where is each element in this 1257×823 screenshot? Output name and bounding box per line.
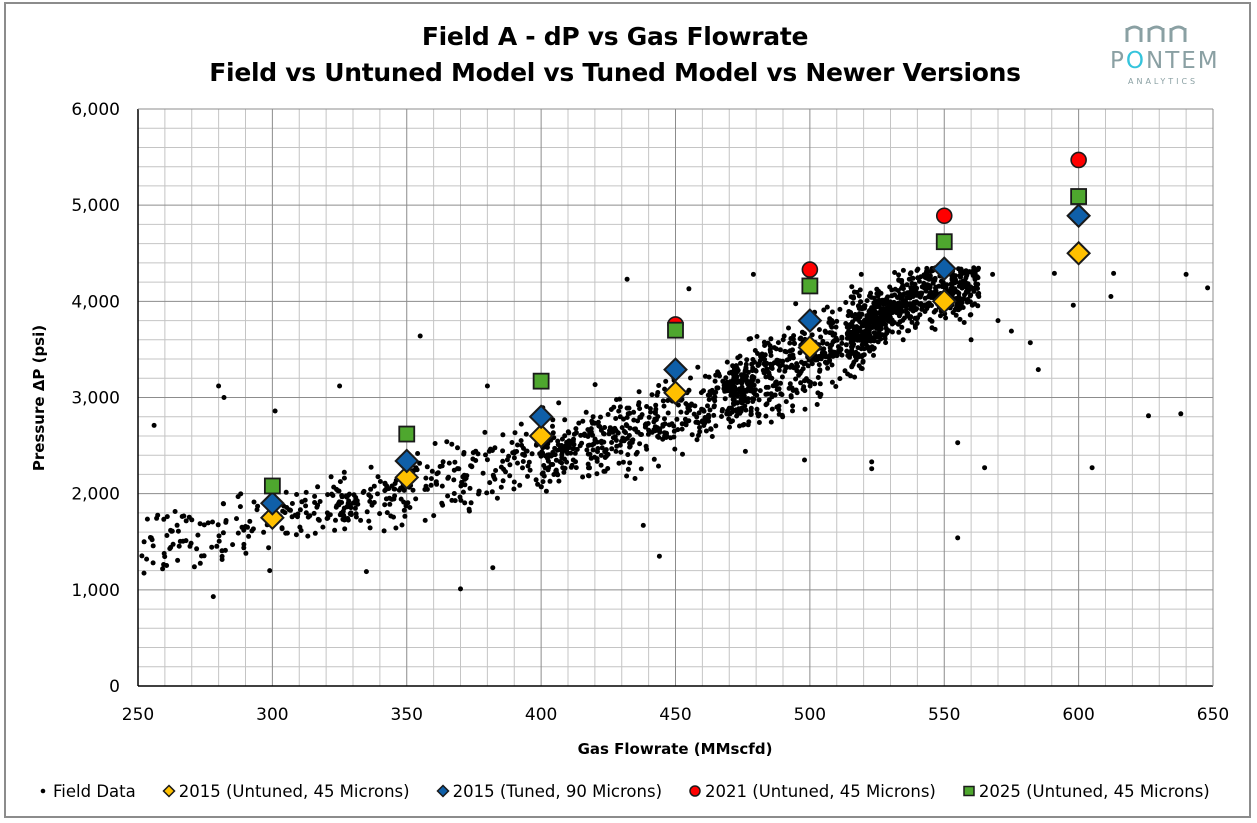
y-tick-label: 2,000 <box>71 485 120 505</box>
x-tick-label: 300 <box>256 705 288 725</box>
y-tick-label: 1,000 <box>71 581 120 601</box>
logo-arches-icon <box>1125 25 1187 42</box>
y-axis-title: Pressure ΔP (psi) <box>30 325 48 471</box>
x-tick-label: 550 <box>928 705 960 725</box>
x-axis-title: Gas Flowrate (MMscfd) <box>578 740 773 758</box>
legend-label: 2021 (Untuned, 45 Microns) <box>705 781 936 801</box>
x-axis-ticks: 250 300 350 400 450 500 550 600 650 <box>122 705 1229 725</box>
blue-diamond-icon <box>436 784 450 798</box>
y-tick-label: 3,000 <box>71 389 120 409</box>
x-tick-label: 600 <box>1062 705 1094 725</box>
logo-letter-o: O <box>1125 48 1146 74</box>
pontem-logo: PONTEM ANALYTICS <box>1098 22 1238 92</box>
logo-letter-p: P <box>1110 48 1126 74</box>
x-tick-label: 350 <box>391 705 423 725</box>
y-tick-label: 4,000 <box>71 292 120 312</box>
legend-item-field-data[interactable]: Field Data <box>36 782 136 801</box>
model-points <box>259 151 1092 531</box>
red-circle-icon <box>689 785 701 797</box>
y-tick-label: 6,000 <box>71 100 120 120</box>
x-tick-label: 450 <box>659 705 691 725</box>
x-tick-label: 400 <box>525 705 557 725</box>
logo-name: PONTEM <box>1110 48 1220 74</box>
legend: Field Data 2015 (Untuned, 45 Microns) 20… <box>36 779 1236 803</box>
legend-label: 2015 (Tuned, 90 Microns) <box>452 781 663 801</box>
green-square-icon <box>963 785 975 797</box>
legend-label: 2015 (Untuned, 45 Microns) <box>178 781 410 801</box>
x-tick-label: 500 <box>794 705 826 725</box>
y-tick-label: 0 <box>109 677 120 697</box>
legend-item-2025-untuned[interactable]: 2025 (Untuned, 45 Microns) <box>962 782 1210 801</box>
y-tick-label: 5,000 <box>71 196 120 216</box>
legend-item-2015-tuned[interactable]: 2015 (Tuned, 90 Microns) <box>436 782 662 801</box>
yellow-diamond-icon <box>162 784 176 798</box>
x-tick-label: 250 <box>122 705 154 725</box>
dot-marker-icon <box>40 788 46 794</box>
legend-item-2021-untuned[interactable]: 2021 (Untuned, 45 Microns) <box>688 782 936 801</box>
logo-letters-ntem: NTEM <box>1145 48 1220 74</box>
x-tick-label: 650 <box>1197 705 1229 725</box>
legend-label: 2025 (Untuned, 45 Microns) <box>978 781 1210 801</box>
legend-item-2015-untuned[interactable]: 2015 (Untuned, 45 Microns) <box>162 782 410 801</box>
chart-title-line2: Field vs Untuned Model vs Tuned Model vs… <box>209 58 1021 87</box>
y-axis-ticks: 0 1,000 2,000 3,000 4,000 5,000 6,000 <box>71 100 120 697</box>
field-data-points <box>139 265 1211 600</box>
axes <box>137 108 1214 687</box>
legend-label: Field Data <box>53 781 136 801</box>
chart-title-line1: Field A - dP vs Gas Flowrate <box>421 22 809 51</box>
logo-subtitle: ANALYTICS <box>1128 77 1199 86</box>
